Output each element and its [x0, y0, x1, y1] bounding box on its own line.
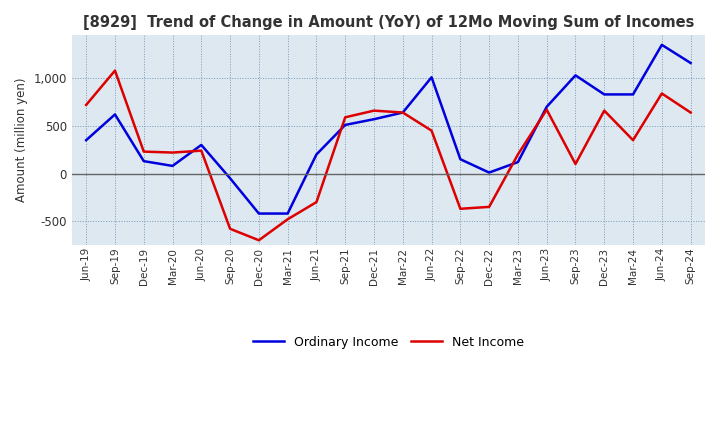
- Legend: Ordinary Income, Net Income: Ordinary Income, Net Income: [248, 331, 529, 354]
- Line: Ordinary Income: Ordinary Income: [86, 45, 690, 213]
- Net Income: [542, 107, 551, 112]
- Net Income: [485, 204, 493, 209]
- Net Income: [456, 206, 464, 212]
- Net Income: [341, 115, 349, 120]
- Net Income: [600, 108, 608, 113]
- Net Income: [571, 161, 580, 167]
- Ordinary Income: [111, 112, 120, 117]
- Ordinary Income: [226, 176, 235, 181]
- Ordinary Income: [686, 60, 695, 66]
- Net Income: [168, 150, 177, 155]
- Ordinary Income: [168, 163, 177, 169]
- Ordinary Income: [513, 159, 522, 165]
- Net Income: [398, 110, 407, 115]
- Ordinary Income: [369, 117, 378, 122]
- Net Income: [255, 238, 264, 243]
- Net Income: [657, 91, 666, 96]
- Net Income: [369, 108, 378, 113]
- Ordinary Income: [284, 211, 292, 216]
- Net Income: [284, 216, 292, 222]
- Ordinary Income: [341, 122, 349, 128]
- Net Income: [312, 199, 321, 205]
- Ordinary Income: [629, 92, 637, 97]
- Ordinary Income: [140, 158, 148, 164]
- Net Income: [140, 149, 148, 154]
- Net Income: [686, 110, 695, 115]
- Net Income: [82, 102, 91, 107]
- Title: [8929]  Trend of Change in Amount (YoY) of 12Mo Moving Sum of Incomes: [8929] Trend of Change in Amount (YoY) o…: [83, 15, 694, 30]
- Line: Net Income: Net Income: [86, 70, 690, 240]
- Y-axis label: Amount (million yen): Amount (million yen): [15, 78, 28, 202]
- Ordinary Income: [82, 138, 91, 143]
- Net Income: [226, 226, 235, 231]
- Net Income: [197, 148, 206, 153]
- Net Income: [111, 68, 120, 73]
- Net Income: [513, 152, 522, 157]
- Ordinary Income: [427, 75, 436, 80]
- Ordinary Income: [456, 157, 464, 162]
- Net Income: [629, 138, 637, 143]
- Ordinary Income: [485, 170, 493, 175]
- Ordinary Income: [600, 92, 608, 97]
- Ordinary Income: [657, 42, 666, 48]
- Ordinary Income: [197, 142, 206, 147]
- Ordinary Income: [571, 73, 580, 78]
- Ordinary Income: [255, 211, 264, 216]
- Ordinary Income: [398, 110, 407, 115]
- Ordinary Income: [542, 104, 551, 110]
- Net Income: [427, 128, 436, 133]
- Ordinary Income: [312, 152, 321, 157]
